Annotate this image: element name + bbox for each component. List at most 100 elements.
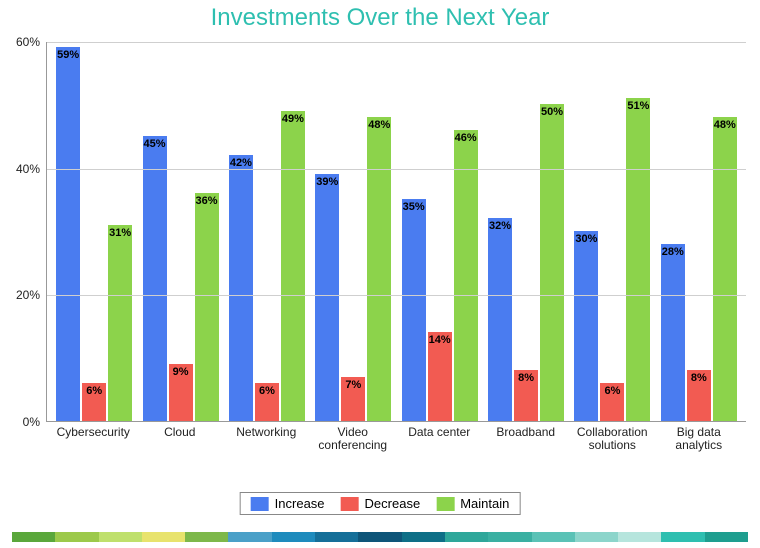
- bar-value-label: 36%: [196, 195, 218, 207]
- bar: 59%: [56, 47, 80, 421]
- bar-value-label: 6%: [86, 385, 102, 397]
- x-axis-label: Networking: [223, 423, 310, 452]
- bar-value-label: 6%: [259, 385, 275, 397]
- color-strip-segment: [358, 532, 401, 542]
- bar: 32%: [488, 218, 512, 421]
- bar: 6%: [82, 383, 106, 421]
- legend-swatch: [251, 497, 269, 511]
- color-strip-segment: [99, 532, 142, 542]
- bar-value-label: 48%: [368, 119, 390, 131]
- bar-value-label: 32%: [489, 220, 511, 232]
- bar: 31%: [108, 225, 132, 421]
- x-axis-label: Cloud: [137, 423, 224, 452]
- bar-value-label: 31%: [109, 227, 131, 239]
- chart: 0%20%40%60% 59%6%31%45%9%36%42%6%49%39%7…: [10, 42, 748, 466]
- bar: 28%: [661, 244, 685, 421]
- bar-value-label: 48%: [714, 119, 736, 131]
- bars-container: 59% 6% 31% 45% 9% 36% 42% 6% 49% 39% 7% 48% 35% 14% 46…: [47, 42, 746, 421]
- bar-value-label: 46%: [455, 132, 477, 144]
- color-strip-segment: [228, 532, 271, 542]
- bar-value-label: 6%: [604, 385, 620, 397]
- color-strip-segment: [55, 532, 98, 542]
- color-strip-segment: [618, 532, 661, 542]
- bar: 48%: [367, 117, 391, 421]
- legend-label: Maintain: [460, 496, 509, 511]
- bar-value-label: 8%: [518, 372, 534, 384]
- color-strip-segment: [705, 532, 748, 542]
- bar-group: 32% 8% 50%: [483, 42, 569, 421]
- y-axis: 0%20%40%60%: [10, 42, 44, 422]
- bar-group: 42% 6% 49%: [224, 42, 310, 421]
- bar-value-label: 30%: [575, 233, 597, 245]
- bar: 50%: [540, 104, 564, 421]
- y-tick: 20%: [16, 288, 40, 302]
- bar-group: 35% 14% 46%: [397, 42, 483, 421]
- decorative-color-strip: [12, 532, 748, 542]
- bar-group: 28% 8% 48%: [656, 42, 742, 421]
- bar-group: 39% 7% 48%: [310, 42, 396, 421]
- bar-group: 59% 6% 31%: [51, 42, 137, 421]
- legend-swatch: [341, 497, 359, 511]
- bar-value-label: 9%: [173, 366, 189, 378]
- color-strip-segment: [142, 532, 185, 542]
- bar: 6%: [255, 383, 279, 421]
- bar: 6%: [600, 383, 624, 421]
- bar: 36%: [195, 193, 219, 421]
- bar: 49%: [281, 111, 305, 421]
- legend-item: Increase: [251, 496, 325, 511]
- bar: 51%: [626, 98, 650, 421]
- bar-value-label: 50%: [541, 106, 563, 118]
- color-strip-segment: [445, 532, 488, 542]
- x-axis-labels: CybersecurityCloudNetworkingVideoconfere…: [46, 423, 746, 452]
- legend-swatch: [436, 497, 454, 511]
- bar: 48%: [713, 117, 737, 421]
- grid-line: [47, 295, 746, 296]
- bar: 9%: [169, 364, 193, 421]
- legend-label: Decrease: [365, 496, 421, 511]
- bar-value-label: 59%: [57, 49, 79, 61]
- x-axis-label: Collaborationsolutions: [569, 423, 656, 452]
- x-axis-label: Cybersecurity: [50, 423, 137, 452]
- bar-value-label: 39%: [316, 176, 338, 188]
- bar: 8%: [687, 370, 711, 421]
- bar-value-label: 28%: [662, 246, 684, 258]
- legend-item: Decrease: [341, 496, 421, 511]
- x-axis-label: Big dataanalytics: [656, 423, 743, 452]
- plot-area: 59% 6% 31% 45% 9% 36% 42% 6% 49% 39% 7% 48% 35% 14% 46…: [46, 42, 746, 422]
- color-strip-segment: [488, 532, 531, 542]
- bar-value-label: 42%: [230, 157, 252, 169]
- legend-label: Increase: [275, 496, 325, 511]
- grid-line: [47, 42, 746, 43]
- color-strip-segment: [575, 532, 618, 542]
- bar-value-label: 14%: [429, 334, 451, 346]
- color-strip-segment: [12, 532, 55, 542]
- y-tick: 40%: [16, 162, 40, 176]
- x-axis-label: Videoconferencing: [310, 423, 397, 452]
- color-strip-segment: [402, 532, 445, 542]
- color-strip-segment: [661, 532, 704, 542]
- bar: 39%: [315, 174, 339, 421]
- bar: 45%: [143, 136, 167, 421]
- y-tick: 0%: [23, 415, 40, 429]
- color-strip-segment: [315, 532, 358, 542]
- x-axis-label: Broadband: [483, 423, 570, 452]
- legend: Increase Decrease Maintain: [240, 492, 521, 515]
- bar-group: 45% 9% 36%: [137, 42, 223, 421]
- bar-value-label: 51%: [627, 100, 649, 112]
- bar-value-label: 45%: [144, 138, 166, 150]
- color-strip-segment: [185, 532, 228, 542]
- color-strip-segment: [272, 532, 315, 542]
- bar-value-label: 8%: [691, 372, 707, 384]
- bar: 8%: [514, 370, 538, 421]
- color-strip-segment: [532, 532, 575, 542]
- bar: 30%: [574, 231, 598, 421]
- bar: 14%: [428, 332, 452, 421]
- bar-value-label: 49%: [282, 113, 304, 125]
- bar-value-label: 7%: [345, 379, 361, 391]
- bar-value-label: 35%: [403, 201, 425, 213]
- chart-title: Investments Over the Next Year: [0, 4, 760, 32]
- bar-group: 30% 6% 51%: [569, 42, 655, 421]
- legend-item: Maintain: [436, 496, 509, 511]
- bar: 7%: [341, 377, 365, 421]
- bar: 46%: [454, 130, 478, 421]
